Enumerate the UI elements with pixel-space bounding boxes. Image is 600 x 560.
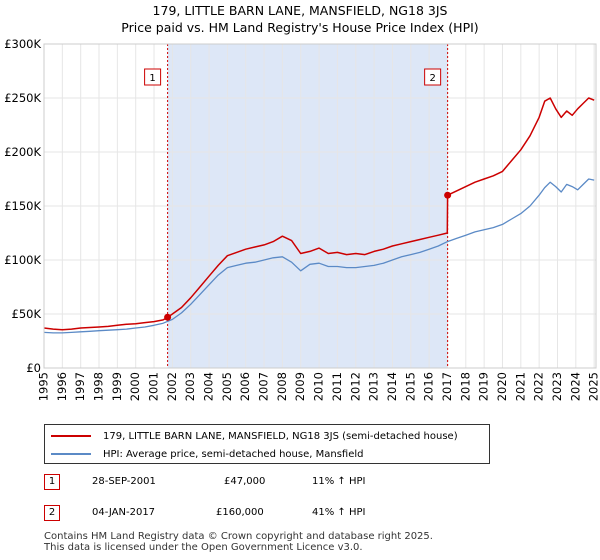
x-tick-label: 2014	[385, 372, 399, 401]
x-tick-label: 2011	[330, 372, 344, 401]
legend-item-property: 179, LITTLE BARN LANE, MANSFIELD, NG18 3…	[51, 428, 458, 444]
legend-swatch-property	[51, 435, 91, 437]
plot-border	[43, 43, 597, 369]
x-tick-label: 2023	[550, 372, 564, 401]
x-tick-label: 2019	[477, 372, 491, 401]
x-tick-label: 2021	[513, 372, 527, 401]
sale-points	[164, 191, 452, 321]
sale-label-text: 1	[149, 73, 155, 84]
legend-label-property: 179, LITTLE BARN LANE, MANSFIELD, NG18 3…	[103, 430, 458, 442]
transaction-badge: 1	[44, 474, 60, 490]
sale-label-text: 2	[429, 73, 435, 84]
sale-label-box	[144, 68, 162, 86]
transaction-price: £47,000	[224, 476, 266, 487]
x-tick-label: 2016	[422, 372, 436, 401]
x-tick-label: 2001	[147, 372, 161, 401]
x-tick-label: 1998	[92, 372, 106, 401]
x-tick-label: 2006	[238, 372, 252, 401]
y-tick-label: £300K	[4, 37, 41, 51]
x-tick-label: 2018	[458, 372, 472, 401]
x-tick-label: 2013	[367, 372, 381, 401]
sale-point	[444, 191, 452, 199]
x-tick-label: 2024	[568, 372, 582, 401]
x-tick-label: 2010	[312, 372, 326, 401]
transaction-hpi-diff: 11% ↑ HPI	[312, 476, 366, 487]
x-tick-label: 2017	[440, 372, 454, 401]
transaction-badge: 2	[44, 505, 60, 521]
y-tick-label: £50K	[12, 307, 42, 321]
x-tick-label: 1999	[110, 372, 124, 401]
property-line	[43, 97, 595, 331]
footer-copyright: Contains HM Land Registry data © Crown c…	[44, 531, 433, 542]
legend-label-hpi: HPI: Average price, semi-detached house,…	[103, 448, 364, 460]
legend: 179, LITTLE BARN LANE, MANSFIELD, NG18 3…	[44, 424, 490, 464]
transaction-price: £160,000	[216, 507, 264, 518]
y-axis: £0 £50K £100K £150K £200K £250K £300K	[4, 37, 41, 375]
x-tick-label: 2012	[348, 372, 362, 401]
chart-subtitle: Price paid vs. HM Land Registry's House …	[121, 20, 479, 35]
sale-label-box	[424, 68, 442, 86]
hpi-series	[43, 178, 595, 334]
transaction-date: 28-SEP-2001	[92, 476, 156, 487]
transaction-date: 04-JAN-2017	[92, 507, 156, 518]
x-tick-label: 2004	[202, 372, 216, 401]
y-tick-label: £200K	[4, 145, 41, 159]
x-tick-label: 2007	[257, 372, 271, 401]
transaction-hpi-diff: 41% ↑ HPI	[312, 507, 366, 518]
x-tick-label: 2008	[275, 372, 289, 401]
footer-licence: This data is licensed under the Open Gov…	[44, 542, 363, 553]
x-tick-label: 2000	[128, 372, 142, 401]
x-tick-label: 2002	[165, 372, 179, 401]
y-tick-label: £0	[26, 361, 41, 375]
y-tick-label: £150K	[4, 199, 41, 213]
x-tick-label: 2015	[403, 372, 417, 401]
x-tick-label: 2009	[293, 372, 307, 401]
x-tick-label: 1995	[37, 372, 51, 401]
chart-title: 179, LITTLE BARN LANE, MANSFIELD, NG18 3…	[152, 3, 448, 18]
x-tick-label: 2020	[495, 372, 509, 401]
legend-swatch-hpi	[51, 453, 91, 455]
y-tick-label: £250K	[4, 91, 41, 105]
legend-item-hpi: HPI: Average price, semi-detached house,…	[51, 446, 363, 462]
footer: Contains HM Land Registry data © Crown c…	[44, 531, 433, 553]
sale-point	[164, 313, 172, 321]
x-tick-label: 2005	[220, 372, 234, 401]
property-series	[43, 97, 595, 331]
y-tick-label: £100K	[4, 253, 41, 267]
x-tick-label: 1996	[55, 372, 69, 401]
x-tick-label: 2025	[587, 372, 600, 401]
hpi-line	[43, 178, 595, 334]
x-tick-label: 2022	[532, 372, 546, 401]
x-tick-label: 2003	[183, 372, 197, 401]
x-tick-label: 1997	[73, 372, 87, 401]
x-axis: 1995 1996 1997 1998 1999 2000 2001 2002 2003 2004…	[37, 372, 600, 401]
